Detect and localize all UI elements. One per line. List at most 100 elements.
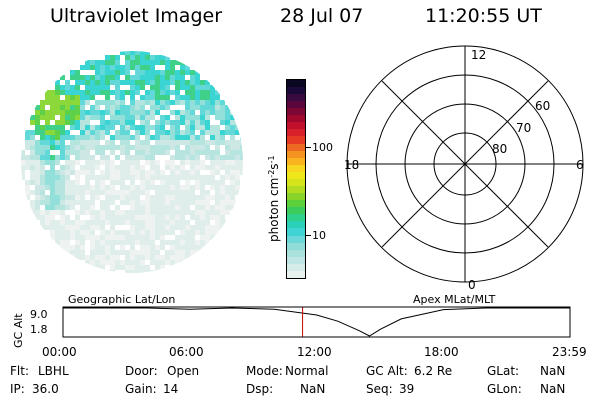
aurora-pixel: [95, 145, 100, 150]
aurora-pixel: [100, 135, 105, 140]
aurora-pixel: [150, 235, 155, 240]
aurora-pixel: [35, 180, 40, 185]
aurora-pixel: [150, 270, 155, 273]
mlt-label-12: 12: [471, 48, 486, 62]
aurora-pixel: [150, 260, 155, 265]
aurora-pixel: [75, 155, 80, 160]
aurora-pixel: [120, 150, 125, 155]
aurora-pixel: [180, 225, 185, 230]
aurora-pixel: [60, 135, 65, 140]
aurora-pixel: [170, 135, 175, 140]
aurora-pixel: [170, 130, 175, 135]
aurora-pixel: [60, 200, 65, 205]
aurora-pixel: [210, 85, 215, 90]
aurora-pixel: [125, 265, 130, 270]
aurora-pixel: [140, 175, 145, 180]
aurora-pixel: [220, 115, 225, 120]
aurora-pixel: [110, 125, 115, 130]
aurora-pixel: [175, 120, 180, 125]
aurora-pixel: [155, 210, 160, 215]
aurora-pixel: [55, 175, 60, 180]
aurora-pixel: [55, 95, 60, 100]
aurora-pixel: [200, 220, 205, 225]
aurora-pixel: [115, 135, 120, 140]
aurora-pixel: [60, 100, 65, 105]
aurora-pixel: [165, 185, 170, 190]
aurora-pixel: [175, 245, 180, 250]
aurora-pixel: [35, 200, 40, 205]
aurora-pixel: [135, 255, 140, 260]
aurora-pixel: [110, 190, 115, 195]
aurora-pixel: [220, 135, 225, 140]
aurora-pixel: [95, 160, 100, 165]
aurora-pixel: [120, 260, 125, 265]
aurora-pixel: [90, 110, 95, 115]
aurora-pixel: [90, 160, 95, 165]
aurora-pixel: [200, 205, 205, 210]
aurora-pixel: [90, 210, 95, 215]
aurora-pixel: [150, 95, 155, 100]
aurora-pixel: [120, 120, 125, 125]
aurora-pixel: [135, 160, 140, 165]
aurora-pixel: [155, 60, 160, 65]
aurora-pixel: [220, 225, 225, 230]
aurora-pixel: [65, 130, 70, 135]
colorbar-segment: [287, 129, 305, 137]
aurora-pixel: [120, 90, 125, 95]
aurora-pixel: [150, 240, 155, 245]
aurora-pixel: [90, 130, 95, 135]
aurora-pixel: [120, 215, 125, 220]
polar-grid: 12 18 6 0 60 70 80: [344, 45, 584, 292]
aurora-pixel: [125, 55, 130, 60]
aurora-pixel: [175, 90, 180, 95]
aurora-pixel: [185, 255, 190, 260]
aurora-pixel: [145, 245, 150, 250]
aurora-pixel: [155, 185, 160, 190]
aurora-pixel: [195, 95, 200, 100]
aurora-pixel: [195, 215, 200, 220]
aurora-pixel: [160, 150, 165, 155]
aurora-pixel: [135, 225, 140, 230]
aurora-pixel: [180, 95, 185, 100]
aurora-pixel: [165, 130, 170, 135]
aurora-pixel: [170, 195, 175, 200]
aurora-pixel: [140, 180, 145, 185]
x-tick-label: 23:59: [552, 345, 587, 359]
aurora-pixel: [90, 165, 95, 170]
aurora-pixel: [170, 245, 175, 250]
colorbar-segment: [287, 157, 305, 165]
aurora-pixel: [155, 80, 160, 85]
aurora-pixel: [35, 215, 40, 220]
aurora-pixel: [240, 195, 243, 200]
aurora-pixel: [145, 170, 150, 175]
aurora-pixel: [60, 215, 65, 220]
aurora-pixel: [155, 255, 160, 260]
aurora-pixel: [50, 105, 55, 110]
aurora-pixel: [45, 205, 50, 210]
aurora-pixel: [95, 175, 100, 180]
aurora-pixel: [125, 260, 130, 265]
aurora-pixel: [190, 145, 195, 150]
aurora-pixel: [95, 115, 100, 120]
aurora-pixel: [195, 135, 200, 140]
aurora-pixel: [175, 190, 180, 195]
aurora-pixel: [190, 85, 195, 90]
aurora-pixel: [150, 55, 155, 60]
aurora-pixel: [55, 125, 60, 130]
aurora-pixel: [110, 90, 115, 95]
aurora-pixel: [75, 85, 80, 90]
aurora-pixel: [170, 170, 175, 175]
aurora-pixel: [115, 235, 120, 240]
aurora-pixel: [160, 265, 165, 270]
aurora-pixel: [130, 145, 135, 150]
aurora-pixel: [60, 165, 65, 170]
aurora-pixel: [235, 145, 240, 150]
aurora-pixel: [45, 120, 50, 125]
aurora-pixel: [190, 70, 195, 75]
aurora-pixel: [210, 160, 215, 165]
aurora-pixel: [45, 135, 50, 140]
aurora-pixel: [175, 75, 180, 80]
aurora-pixel: [30, 200, 35, 205]
aurora-pixel: [145, 125, 150, 130]
aurora-pixel: [140, 270, 145, 273]
